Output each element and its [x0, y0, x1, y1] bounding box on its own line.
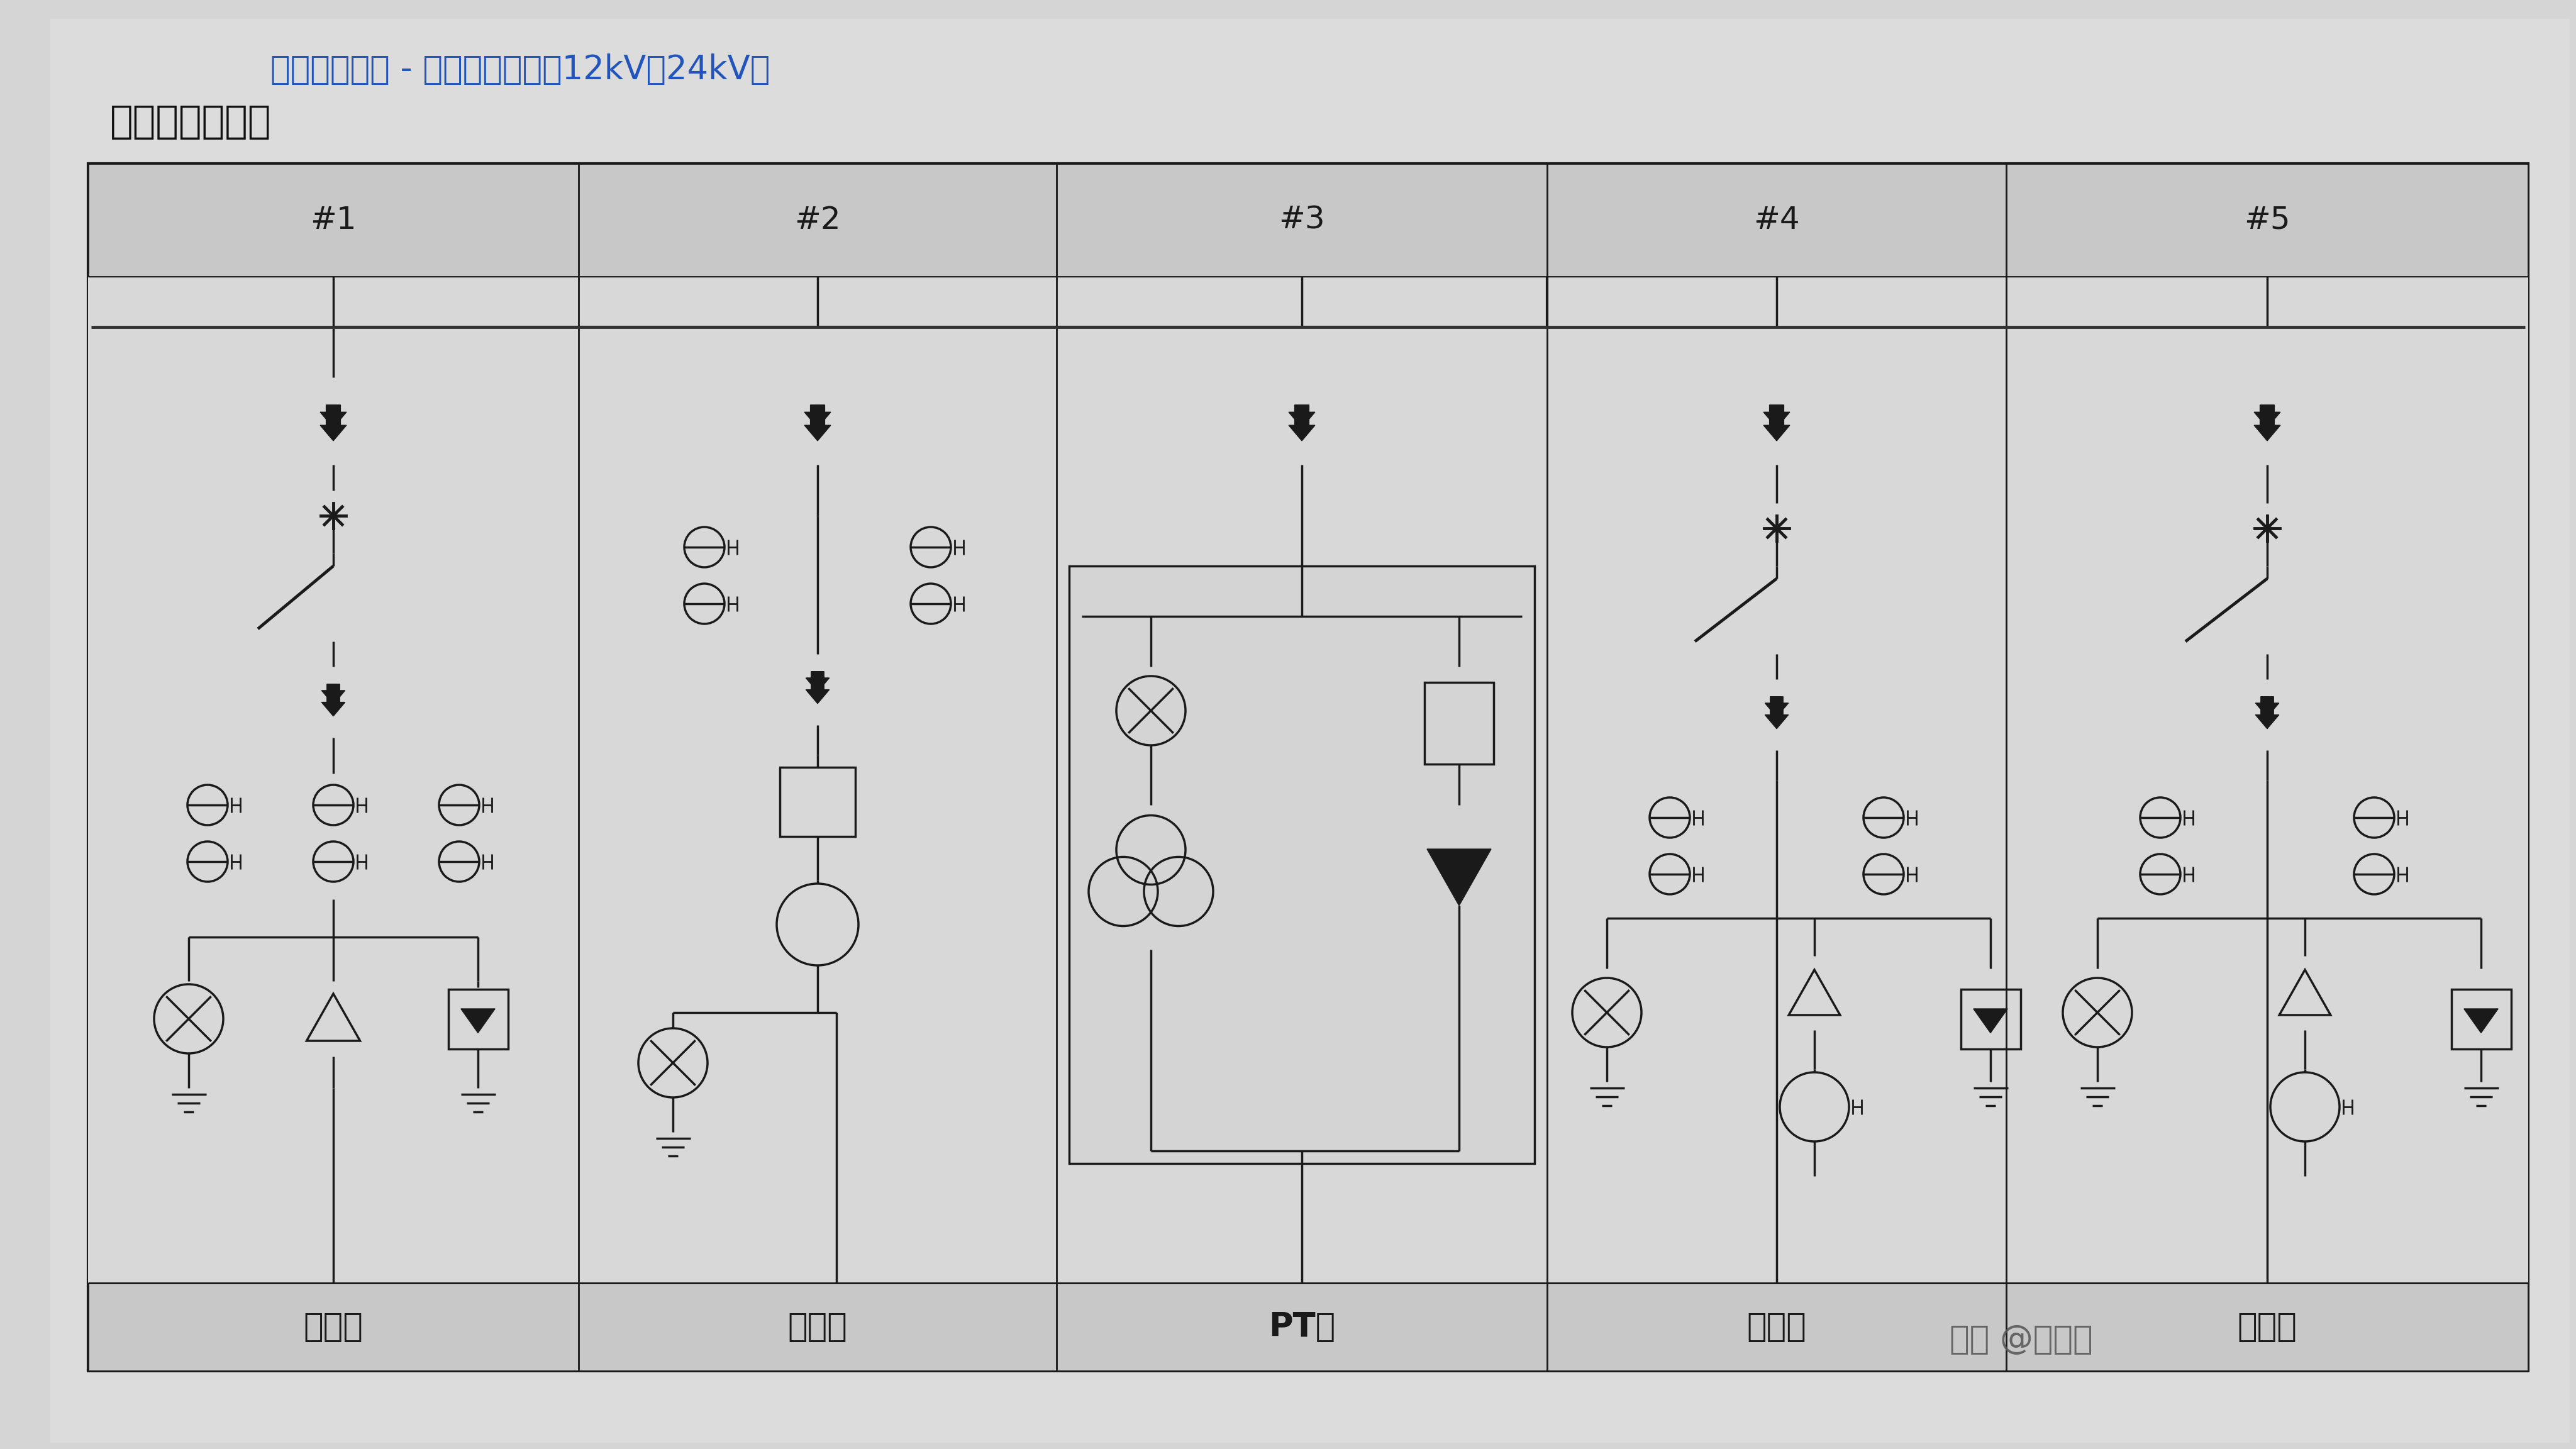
Polygon shape — [2463, 1009, 2499, 1033]
Text: 中压配电系统 - 真空断路器柜（12kV、24kV）: 中压配电系统 - 真空断路器柜（12kV、24kV） — [270, 54, 770, 85]
Bar — [88, 277, 2527, 1282]
Polygon shape — [2254, 404, 2280, 427]
Text: 出线柜: 出线柜 — [1747, 1311, 1806, 1343]
Polygon shape — [1288, 404, 1314, 427]
Bar — [1425, 682, 1494, 764]
Bar — [1069, 567, 1535, 1164]
Text: 配电系统示意图: 配电系统示意图 — [111, 104, 270, 141]
Polygon shape — [2257, 709, 2280, 729]
Text: #2: #2 — [793, 204, 840, 235]
Polygon shape — [1765, 709, 1788, 729]
Bar — [2452, 990, 2512, 1049]
Bar — [448, 990, 507, 1049]
Polygon shape — [319, 404, 345, 427]
Polygon shape — [806, 671, 829, 691]
Text: #1: #1 — [309, 204, 355, 235]
Bar — [1960, 990, 2020, 1049]
Text: #3: #3 — [1278, 204, 1324, 235]
Polygon shape — [804, 404, 829, 427]
Polygon shape — [461, 1009, 495, 1033]
Polygon shape — [1765, 404, 1790, 427]
Text: 进线柜: 进线柜 — [304, 1311, 363, 1343]
Polygon shape — [804, 419, 829, 440]
Polygon shape — [806, 684, 829, 704]
Bar — [88, 1282, 2527, 1371]
Text: PT柜: PT柜 — [1267, 1311, 1334, 1343]
Text: #4: #4 — [1754, 204, 1801, 235]
Polygon shape — [2254, 419, 2280, 440]
Bar — [88, 164, 2527, 277]
Polygon shape — [1288, 419, 1314, 440]
Polygon shape — [1427, 849, 1492, 906]
Polygon shape — [1765, 697, 1788, 717]
Polygon shape — [322, 684, 345, 704]
Polygon shape — [319, 419, 345, 440]
Bar — [88, 164, 2527, 1371]
Text: 出线柜: 出线柜 — [2239, 1311, 2298, 1343]
Bar — [781, 768, 855, 836]
Polygon shape — [322, 696, 345, 716]
Polygon shape — [1765, 419, 1790, 440]
Text: #5: #5 — [2244, 204, 2290, 235]
Text: 知乎 @胡江伟: 知乎 @胡江伟 — [1950, 1323, 2092, 1356]
Polygon shape — [1973, 1009, 2007, 1033]
Text: 计量柜: 计量柜 — [788, 1311, 848, 1343]
Polygon shape — [2257, 697, 2280, 717]
